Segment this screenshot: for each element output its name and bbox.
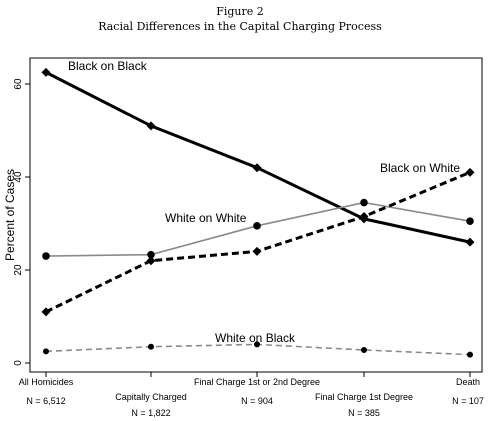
series-point: [42, 252, 50, 260]
series-point: [465, 167, 475, 177]
category-count: N = 1,822: [131, 408, 170, 418]
series-label: Black on White: [380, 161, 460, 175]
series-point: [41, 67, 51, 77]
series-point: [146, 121, 156, 131]
category-label: All Homicides: [19, 377, 74, 387]
plot-frame: [29, 57, 483, 373]
series-label: Black on Black: [68, 59, 148, 73]
series-point: [148, 343, 154, 350]
series-label: White on White: [165, 211, 247, 225]
axes: 0 20 40 60: [13, 57, 483, 377]
y-tick-label: 0: [13, 360, 24, 366]
series-point: [146, 256, 156, 266]
y-tick-label: 40: [13, 171, 24, 183]
chart-subtitle: Racial Differences in the Capital Chargi…: [98, 20, 382, 33]
series-point: [361, 346, 367, 353]
y-tick-label: 60: [13, 78, 24, 90]
y-axis-title: Percent of Cases: [3, 169, 17, 261]
series-point: [254, 341, 260, 348]
series-point: [252, 163, 262, 173]
chart-title: Figure 2: [216, 5, 264, 18]
category-count: N = 6,512: [26, 396, 65, 406]
category-labels: All Homicides N = 6,512 Capitally Charged N…: [19, 377, 484, 418]
series-point: [360, 198, 368, 207]
series-group: [41, 67, 475, 358]
category-count: N = 107: [452, 396, 484, 406]
series-line: [45, 71, 471, 244]
series-point: [359, 212, 369, 222]
category-count: N = 904: [241, 396, 273, 406]
category-label: Final Charge 1st Degree: [315, 392, 413, 402]
category-label: Final Charge 1st or 2nd Degree: [194, 377, 320, 387]
series-label: White on Black: [215, 331, 296, 345]
category-label: Capitally Charged: [115, 392, 187, 402]
y-tick-label: 20: [13, 264, 24, 276]
series-point: [465, 237, 475, 247]
series-point: [41, 307, 51, 317]
series-point: [147, 250, 155, 259]
series-point: [253, 222, 261, 230]
series-point: [43, 348, 49, 355]
series-line: [45, 170, 471, 314]
series-labels: Black on Black White on White Black on Whi…: [68, 59, 460, 345]
series-point: [252, 246, 262, 256]
series-point: [466, 217, 474, 225]
series-point: [467, 351, 473, 358]
category-label: Death: [456, 377, 480, 387]
category-count: N = 385: [348, 408, 380, 418]
